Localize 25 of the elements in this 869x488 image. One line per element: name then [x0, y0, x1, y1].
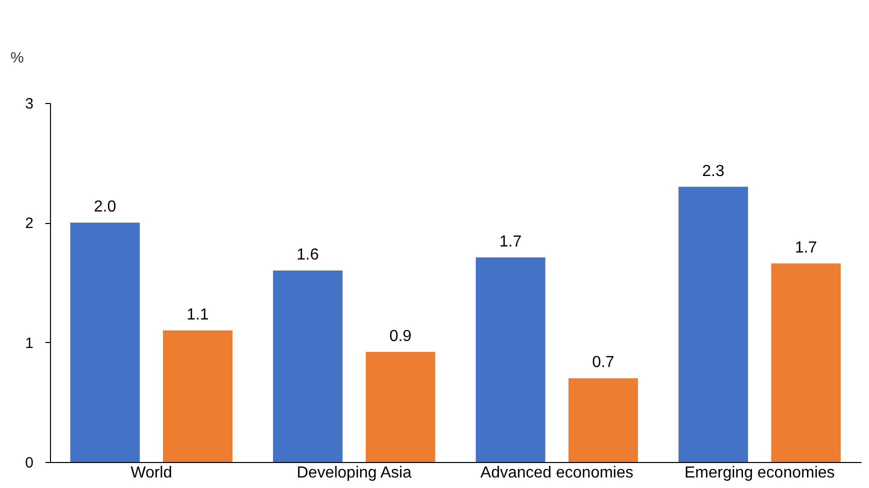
y-tick-label: 0: [25, 454, 34, 472]
data-label: 1.7: [499, 233, 522, 250]
bar: [162, 330, 232, 462]
data-label: 2.0: [94, 198, 116, 216]
x-tick-label: Developing Asia: [296, 464, 412, 482]
y-tick-label: 1: [25, 334, 34, 352]
bar: [366, 352, 436, 462]
y-axis-title: %: [10, 50, 24, 66]
bar: [678, 186, 748, 462]
data-label: 0.7: [592, 354, 614, 372]
x-tick-label: World: [130, 464, 172, 482]
data-label: 1.6: [296, 246, 319, 264]
data-label: 1.7: [794, 239, 818, 256]
data-label: 1.1: [186, 306, 209, 324]
bar: [771, 263, 841, 462]
data-label: 2.3: [702, 162, 724, 180]
bar: [568, 378, 638, 462]
x-tick-label: Advanced economies: [480, 464, 634, 482]
y-tick-label: 2: [25, 215, 34, 232]
data-label: 0.9: [389, 328, 412, 345]
bar: [476, 257, 546, 462]
y-tick-label: 3: [25, 96, 34, 112]
x-tick-label: Emerging economies: [684, 464, 835, 482]
bar: [70, 222, 140, 462]
bar: [273, 270, 343, 462]
